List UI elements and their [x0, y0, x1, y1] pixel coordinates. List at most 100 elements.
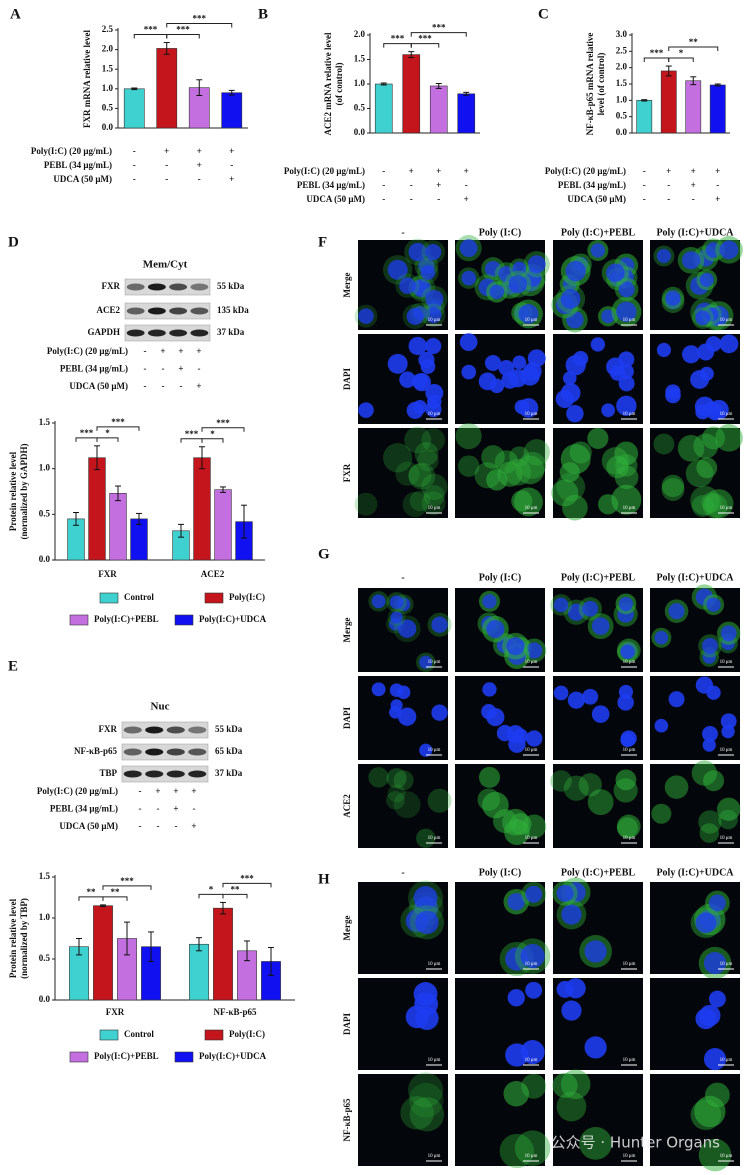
stain-green	[698, 810, 722, 834]
scale-bar-label: 10 μm	[623, 836, 636, 841]
band-size: 37 kDa	[217, 327, 245, 337]
stain-green	[653, 433, 675, 455]
scale-bar-label: 10 μm	[623, 1154, 636, 1159]
column-header: Poly (I:C)	[479, 867, 522, 878]
stain-green	[691, 495, 714, 517]
condition-sign: -	[410, 180, 413, 190]
stain-blue	[459, 333, 478, 352]
blot-strip	[124, 302, 211, 320]
condition-sign: -	[157, 804, 160, 814]
legend-label: Poly(I:C)	[229, 592, 265, 602]
bar	[429, 85, 448, 134]
scale-bar-label: 10 μm	[623, 1058, 636, 1063]
stain-blue	[695, 404, 711, 420]
stain-blue	[461, 270, 477, 286]
stain-blue	[618, 684, 633, 699]
y-tick-label: 1.0	[354, 78, 366, 88]
condition-sign: -	[643, 166, 646, 176]
stain-green	[409, 1097, 445, 1132]
stain-green	[587, 789, 614, 816]
bar	[660, 70, 677, 134]
scale-bar-label: 10 μm	[720, 1154, 733, 1159]
stain-green	[611, 484, 642, 515]
stain-blue	[708, 990, 726, 1008]
stain-blue	[512, 261, 527, 276]
panel-letter: C	[538, 6, 549, 22]
row-label: DAPI	[342, 368, 352, 390]
condition-sign: -	[162, 364, 165, 374]
stain-blue	[408, 336, 427, 356]
stain-blue	[720, 625, 737, 642]
significance-label: ***	[120, 876, 134, 886]
y-axis-label: (normalized by GAPDH)	[19, 444, 29, 540]
stain-blue	[425, 307, 442, 324]
stain-blue	[412, 279, 432, 298]
condition-sign: +	[197, 146, 202, 156]
stain-green	[693, 433, 719, 459]
condition-sign: -	[643, 194, 646, 204]
legend-swatch	[99, 1029, 119, 1041]
stain-blue	[553, 597, 569, 613]
stain-blue	[566, 404, 584, 423]
column-header: Poly (I:C)+PEBL	[561, 867, 636, 878]
stain-green	[455, 423, 482, 450]
blot-band	[123, 726, 142, 734]
stain-green	[563, 775, 589, 801]
stain-blue	[553, 685, 569, 701]
stain-blue	[408, 242, 427, 262]
column-header: -	[401, 227, 404, 238]
stain-green	[521, 1073, 547, 1099]
condition-sign: -	[180, 381, 183, 391]
stain-blue	[616, 395, 637, 416]
stain-green	[696, 457, 718, 479]
condition-sign: -	[144, 346, 147, 356]
scale-bar-label: 10 μm	[428, 836, 441, 841]
stain-green	[556, 1091, 587, 1122]
condition-sign: -	[139, 821, 142, 831]
stain-blue	[425, 244, 442, 261]
bar	[123, 88, 145, 129]
blot-band	[166, 748, 185, 756]
stain-green	[408, 1082, 444, 1118]
stain-blue	[695, 1008, 717, 1030]
condition-label: PEBL (34 μg/mL)	[50, 804, 118, 814]
scale-bar-label: 10 μm	[428, 412, 441, 417]
condition-sign: +	[178, 346, 183, 356]
significance-bracket	[668, 57, 694, 63]
stain-blue	[616, 301, 637, 322]
scale-bar-label: 10 μm	[525, 318, 538, 323]
y-tick-label: 1.0	[39, 912, 51, 922]
y-axis-label: (normalized by TBP)	[19, 898, 29, 979]
condition-sign: +	[229, 146, 234, 156]
stain-blue	[425, 383, 444, 402]
blot-strip	[124, 278, 211, 296]
y-tick-label: 2.0	[616, 62, 628, 72]
y-tick-label: 0.0	[102, 122, 114, 132]
y-tick-label: 1.0	[39, 463, 51, 473]
row-label: DAPI	[342, 1013, 352, 1035]
stain-blue	[425, 289, 444, 308]
stain-green	[704, 489, 734, 519]
band-size: 55 kDa	[215, 724, 243, 734]
condition-label: Poly(I:C) (20 μg/mL)	[47, 346, 128, 356]
stain-blue	[397, 707, 417, 726]
column-header: Poly (I:C)+UDCA	[656, 227, 734, 238]
condition-sign: -	[382, 194, 385, 204]
error-bar	[115, 485, 121, 502]
legend-swatch	[99, 592, 119, 604]
legend-label: Poly(I:C)+PEBL	[94, 614, 159, 624]
stain-green	[552, 1072, 578, 1098]
significance-bracket	[96, 437, 119, 442]
legend-swatch	[174, 614, 194, 626]
scale-bar-label: 10 μm	[428, 660, 441, 665]
stain-blue	[606, 263, 625, 283]
condition-sign: -	[139, 786, 142, 796]
y-axis-label: Protein relative level	[8, 898, 18, 978]
stain-blue	[484, 354, 502, 372]
stain-blue	[390, 611, 403, 624]
stain-blue	[406, 401, 424, 419]
stain-green	[717, 797, 741, 821]
scale-bar-label: 10 μm	[525, 1058, 538, 1063]
blot-band	[169, 283, 188, 291]
